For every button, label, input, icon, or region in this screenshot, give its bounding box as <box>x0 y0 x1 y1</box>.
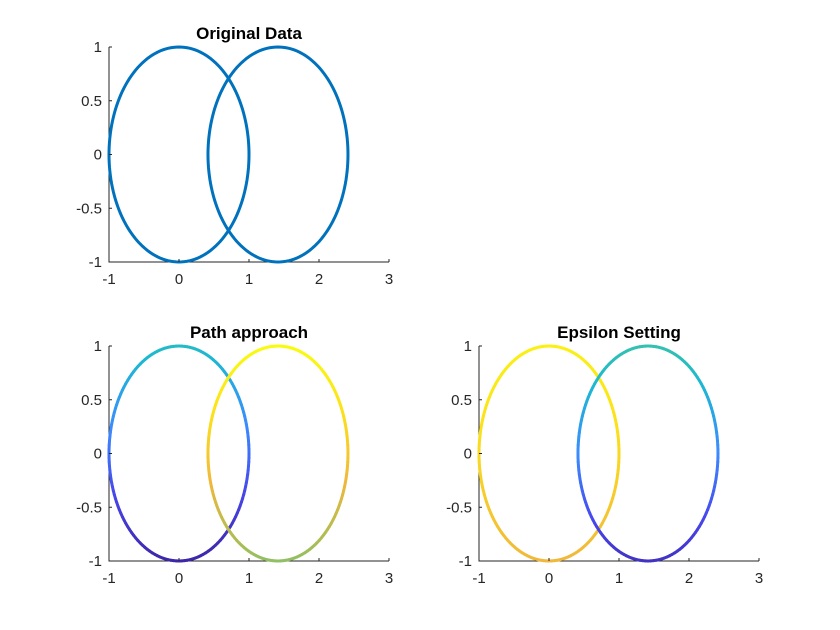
plot-curves <box>107 45 350 264</box>
y-tick-label: -0.5 <box>76 200 102 217</box>
plot-curves <box>107 344 350 563</box>
y-tick-label: 0 <box>464 446 472 463</box>
x-tick-label: 1 <box>245 570 253 587</box>
x-tick-label: 0 <box>175 570 183 587</box>
plot-curves <box>477 344 720 563</box>
axis-ticks: -1 0 1 2 3 -1 -0.5 0 0.5 1 <box>446 338 763 587</box>
x-tick-label: -1 <box>472 570 485 587</box>
subplot-title: Path approach <box>190 323 308 342</box>
subplot-original-data: Original Data -1 0 1 2 3 -1 -0.5 0 0.5 1 <box>76 24 393 288</box>
subplot-epsilon-setting: Epsilon Setting -1 0 1 2 3 -1 -0.5 0 0.5 1 <box>446 323 763 587</box>
y-tick-label: 1 <box>94 338 102 355</box>
y-tick-label: 0 <box>94 147 102 164</box>
y-tick-label: 1 <box>464 338 472 355</box>
y-tick-label: -0.5 <box>76 499 102 516</box>
axis-ticks: -1 0 1 2 3 -1 -0.5 0 0.5 1 <box>76 338 393 587</box>
x-tick-label: 1 <box>245 271 253 288</box>
x-tick-label: -1 <box>102 271 115 288</box>
x-tick-label: 3 <box>755 570 763 587</box>
x-tick-label: -1 <box>102 570 115 587</box>
subplot-title: Epsilon Setting <box>557 323 681 342</box>
y-tick-label: 0.5 <box>81 93 102 110</box>
x-tick-label: 2 <box>685 570 693 587</box>
y-tick-label: 0.5 <box>451 392 472 409</box>
x-tick-label: 1 <box>615 570 623 587</box>
ellipse-series-2 <box>206 344 350 563</box>
y-tick-label: 1 <box>94 39 102 56</box>
y-tick-label: -1 <box>89 254 102 271</box>
y-tick-label: -0.5 <box>446 499 472 516</box>
subplot-title: Original Data <box>196 24 302 43</box>
x-tick-label: 2 <box>315 570 323 587</box>
y-tick-label: 0.5 <box>81 392 102 409</box>
x-tick-label: 2 <box>315 271 323 288</box>
axis-ticks: -1 0 1 2 3 -1 -0.5 0 0.5 1 <box>76 39 393 288</box>
x-tick-label: 0 <box>175 271 183 288</box>
x-tick-label: 3 <box>385 570 393 587</box>
ellipse-series-2 <box>206 45 350 264</box>
subplot-path-approach: Path approach -1 0 1 2 3 -1 -0.5 0 0.5 1 <box>76 323 393 587</box>
x-tick-label: 3 <box>385 271 393 288</box>
ellipse-series-1 <box>107 344 251 563</box>
x-tick-label: 0 <box>545 570 553 587</box>
y-tick-label: -1 <box>459 553 472 570</box>
ellipse-series-2 <box>576 344 720 563</box>
y-tick-label: 0 <box>94 446 102 463</box>
ellipse-line <box>206 45 350 264</box>
y-tick-label: -1 <box>89 553 102 570</box>
